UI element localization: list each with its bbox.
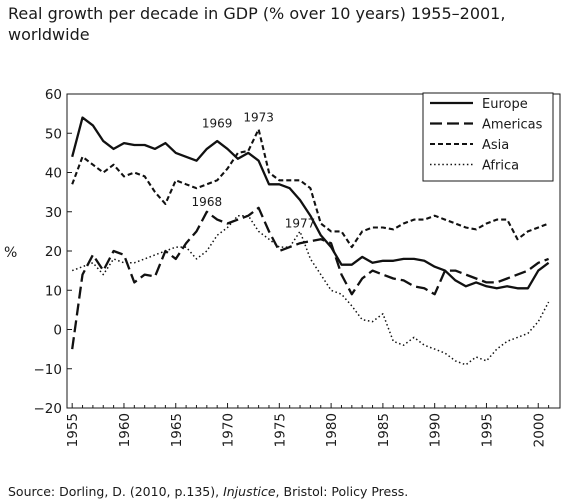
x-tick-label: 1965 bbox=[169, 413, 185, 447]
legend-label-africa: Africa bbox=[482, 159, 519, 174]
chart-title: Real growth per decade in GDP (% over 10… bbox=[8, 4, 506, 44]
x-tick-label: 1990 bbox=[428, 413, 444, 447]
source-italic: Injustice bbox=[223, 484, 276, 499]
source-suffix: , Bristol: Policy Press. bbox=[275, 484, 409, 499]
x-tick-label: 1980 bbox=[324, 413, 340, 447]
chart-axes: −20 −10 0 10 20 30 40 50 60 1955 1960 1965 1970 1975 1… bbox=[4, 87, 561, 447]
y-tick-label: 0 bbox=[53, 323, 62, 339]
y-tick-label: 40 bbox=[45, 166, 62, 182]
legend-label-europe: Europe bbox=[482, 97, 528, 112]
chart-legend: Europe Americas Asia Africa bbox=[422, 92, 554, 182]
series-line-americas bbox=[71, 206, 550, 350]
x-tick-label: 1960 bbox=[117, 413, 133, 447]
y-tick-label: 50 bbox=[45, 126, 62, 142]
series-line-africa bbox=[71, 214, 550, 366]
x-tick-label: 1970 bbox=[221, 413, 237, 447]
y-tick-label: 60 bbox=[45, 87, 62, 103]
legend-label-asia: Asia bbox=[482, 138, 509, 153]
y-tick-label: −10 bbox=[34, 362, 63, 378]
y-tick-label: 10 bbox=[45, 283, 62, 299]
x-tick-label: 1955 bbox=[65, 413, 81, 447]
y-tick-label: −20 bbox=[34, 401, 63, 417]
y-tick-label: 30 bbox=[45, 205, 62, 221]
x-tick-label: 1975 bbox=[272, 413, 288, 447]
y-tick-label: 20 bbox=[45, 244, 62, 260]
annotation-1969: 1969 bbox=[202, 116, 233, 130]
legend-label-americas: Americas bbox=[482, 118, 543, 133]
series-line-europe bbox=[71, 116, 550, 290]
legend-box bbox=[422, 92, 554, 182]
chart-annotations: 1969 1973 1968 1977 bbox=[192, 110, 316, 230]
annotation-1977: 1977 bbox=[285, 216, 316, 230]
chart-series bbox=[71, 116, 550, 366]
series-line-asia bbox=[71, 128, 549, 249]
source-note: Source: Dorling, D. (2010, p.135), Injus… bbox=[8, 484, 408, 499]
source-prefix: Source: Dorling, D. (2010, p.135), bbox=[8, 484, 224, 499]
annotation-1973: 1973 bbox=[243, 110, 274, 124]
x-tick-label: 2000 bbox=[531, 413, 547, 447]
annotation-1968: 1968 bbox=[192, 195, 223, 209]
x-tick-label: 1985 bbox=[376, 413, 392, 447]
y-axis-label: % bbox=[4, 245, 17, 261]
x-tick-label: 1995 bbox=[479, 413, 495, 447]
